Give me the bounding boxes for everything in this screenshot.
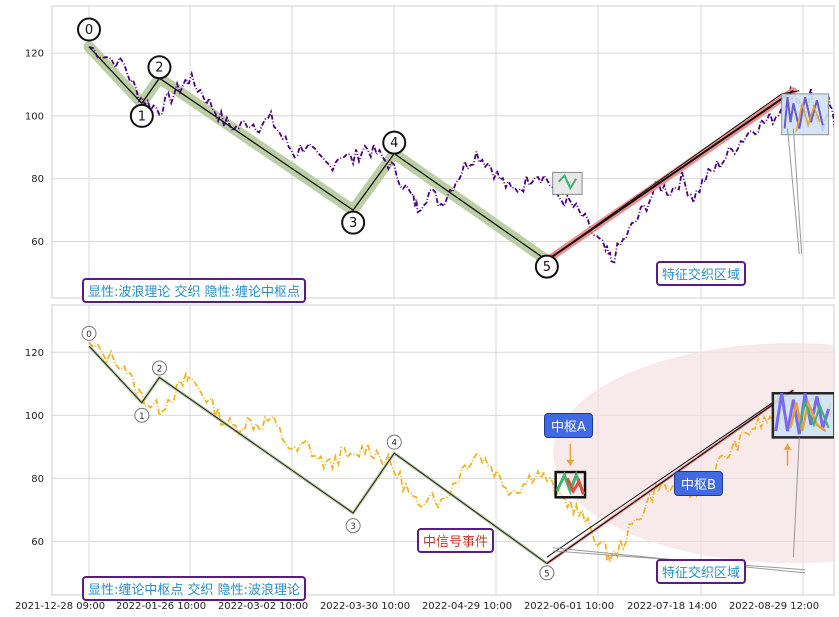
- y-tick-label: 80: [31, 474, 44, 485]
- bottom-main-annotation: 显性:缠论中枢点 交织 隐性:波浪理论: [82, 576, 307, 601]
- feature-zone-wave-2: [795, 103, 821, 132]
- up-wave-line: [546, 89, 794, 262]
- wave-label: 0: [85, 23, 93, 38]
- bottom-main-annotation-text: 显性:缠论中枢点 交织 隐性:波浪理论: [88, 583, 301, 598]
- top-feature-annotation-text: 特征交织区域: [662, 268, 741, 283]
- wave-label-circle: [382, 130, 407, 155]
- hub-a-arrowhead: [566, 459, 575, 466]
- bottom-wave-label-circle: [539, 565, 555, 581]
- bottom-wave-label-circle: [386, 434, 402, 450]
- bottom-wave-label: 1: [139, 412, 145, 422]
- y-tick-label: 60: [31, 537, 44, 548]
- wave-label-circle: [77, 17, 101, 42]
- x-tick-label: 2022-03-30 10:00: [320, 601, 410, 612]
- bottom-wave-label: 4: [391, 439, 397, 449]
- bottom-series-group: [87, 341, 834, 574]
- hub-b-wave-3: [798, 399, 830, 429]
- x-tick-label: 2022-03-02 10:00: [218, 601, 308, 612]
- x-tick-label: 2022-08-29 12:00: [729, 601, 819, 612]
- wave-label: 4: [390, 136, 398, 151]
- bottom-wave-label-circle: [151, 360, 167, 376]
- feature-leader-line-b: [792, 437, 800, 558]
- bottom-wave-label-circle: [345, 518, 361, 534]
- bottom-wave-label-circle: [81, 325, 97, 341]
- y-tick-label: 60: [31, 237, 44, 248]
- x-tick-label: 2022-04-29 10:00: [422, 601, 512, 612]
- y-tick-label: 100: [25, 411, 44, 422]
- y-tick-label: 120: [25, 348, 44, 359]
- x-tick-label: 2021-12-28 09:00: [15, 601, 105, 612]
- wave-label: 3: [349, 216, 357, 231]
- zone-small-wave: [557, 173, 578, 191]
- signal-event-annotation: 中信号事件: [417, 528, 495, 553]
- hub-a-label-text: 中枢A: [551, 420, 586, 435]
- hub-b-wave-2: [789, 398, 827, 433]
- hub-b-arrowhead: [783, 443, 792, 450]
- x-tick-label: 2022-01-26 10:00: [116, 601, 206, 612]
- bottom-wave-label: 2: [157, 365, 163, 375]
- signal-event-annotation-text: 中信号事件: [423, 535, 489, 550]
- top-series-group: [83, 41, 834, 266]
- wave-label-circle: [129, 103, 154, 128]
- top-feature-annotation: 特征交织区域: [656, 261, 747, 286]
- wave-label-circle: [534, 254, 559, 279]
- bottom-up-line-2: [546, 395, 782, 558]
- wave-label: 5: [543, 260, 551, 275]
- wave-label-circle: [341, 210, 366, 235]
- y-tick-label: 80: [31, 174, 44, 185]
- hub-b-label-text: 中枢B: [681, 478, 716, 493]
- x-tick-label: 2022-06-01 10:00: [524, 601, 614, 612]
- bottom-wave-label: 0: [86, 330, 92, 340]
- bottom-feature-annotation: 特征交织区域: [656, 559, 747, 584]
- wave-label-circle: [147, 55, 172, 80]
- wave-label: 1: [138, 109, 146, 124]
- x-tick-label: 2022-07-18 14:00: [627, 601, 717, 612]
- wave-line: [88, 46, 548, 261]
- bottom-wave-label-circle: [134, 407, 150, 423]
- bottom-feature-annotation-text: 特征交织区域: [662, 566, 741, 581]
- top-main-annotation-text: 显性:波浪理论 交织 隐性:缠论中枢点: [88, 285, 301, 300]
- bottom-up-line: [546, 389, 794, 564]
- y-tick-label: 100: [25, 111, 44, 122]
- hub-b-label: 中枢B: [674, 471, 723, 496]
- bottom-wave-label: 3: [350, 522, 356, 532]
- hub-a-label: 中枢A: [544, 413, 593, 438]
- top-main-annotation: 显性:波浪理论 交织 隐性:缠论中枢点: [82, 278, 307, 303]
- y-tick-label: 120: [25, 49, 44, 60]
- feature-leader-line: [792, 128, 803, 255]
- wave-label: 2: [155, 61, 163, 76]
- bottom-wave-label: 5: [544, 569, 550, 579]
- hub-a-wave-2: [566, 477, 585, 495]
- feature-leader-line: [787, 128, 800, 255]
- hub-a-box: [554, 470, 587, 499]
- bottom-wave-line: [88, 345, 548, 564]
- plot-area-0: [51, 5, 835, 299]
- bottom-price-series: [88, 341, 834, 563]
